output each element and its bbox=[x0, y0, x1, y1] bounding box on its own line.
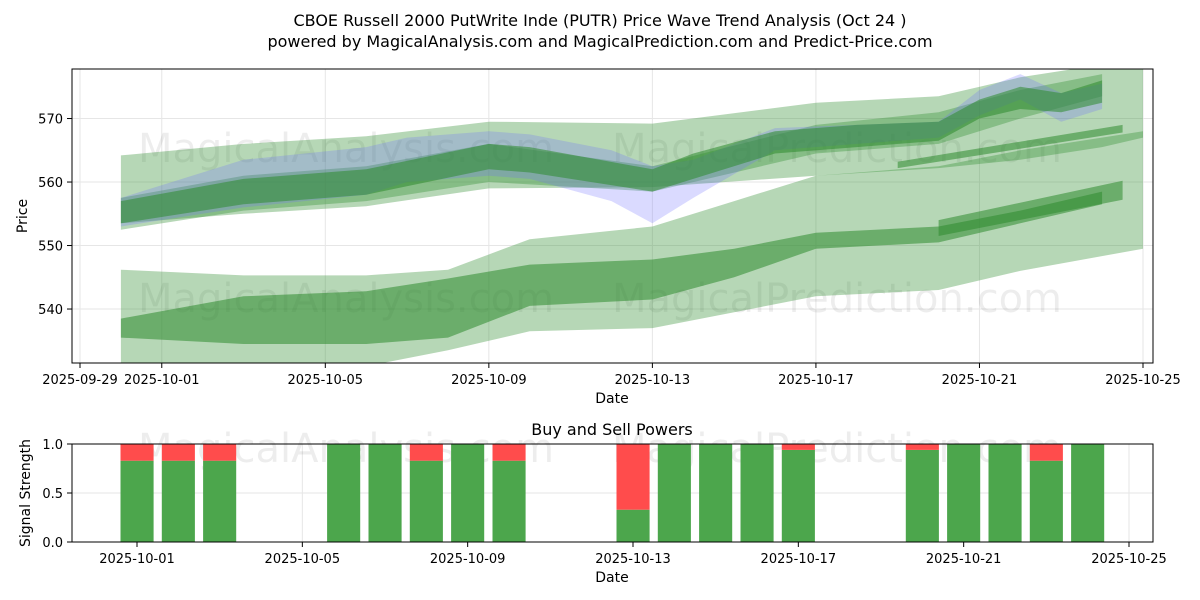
buy-bar bbox=[368, 444, 402, 542]
power-y-tick-label: 1.0 bbox=[42, 438, 63, 453]
power-x-tick-label: 2025-10-25 bbox=[1091, 552, 1167, 567]
price-x-tick-label: 2025-09-29 bbox=[42, 373, 118, 388]
power-x-tick-label: 2025-10-05 bbox=[265, 552, 341, 567]
sell-bar bbox=[781, 444, 815, 450]
power-y-tick-label: 0.0 bbox=[42, 536, 63, 551]
sell-bar bbox=[203, 444, 237, 461]
power-x-label: Date bbox=[595, 570, 628, 586]
price-y-label: Price bbox=[15, 199, 31, 233]
price-x-tick-label: 2025-10-21 bbox=[942, 373, 1018, 388]
sell-bar bbox=[120, 444, 154, 461]
price-x-label: Date bbox=[595, 391, 628, 407]
price-x-tick-label: 2025-10-01 bbox=[124, 373, 200, 388]
buy-bar bbox=[781, 449, 815, 542]
buy-bar bbox=[203, 460, 237, 542]
price-bands bbox=[120, 69, 1143, 363]
sell-bar bbox=[1029, 444, 1063, 461]
price-y-tick-label: 570 bbox=[38, 113, 63, 128]
power-chart-title: Buy and Sell Powers bbox=[531, 420, 693, 439]
buy-bar bbox=[905, 449, 939, 542]
buy-bar bbox=[120, 460, 154, 542]
figure-title-line1: CBOE Russell 2000 PutWrite Inde (PUTR) P… bbox=[293, 11, 906, 30]
price-x-tick-label: 2025-10-17 bbox=[778, 373, 854, 388]
buy-bar bbox=[988, 444, 1022, 542]
price-y-tick-label: 540 bbox=[38, 303, 63, 318]
buy-bar bbox=[492, 460, 526, 542]
price-plot-frame bbox=[71, 68, 1154, 364]
buy-bar bbox=[699, 444, 733, 542]
price-wave-chart: MagicalAnalysis.com MagicalPrediction.com… bbox=[15, 68, 1181, 407]
buy-bar bbox=[616, 509, 650, 542]
band-upper-trend-line bbox=[897, 124, 1123, 169]
sell-bar bbox=[905, 444, 939, 450]
price-x-tick-label: 2025-10-05 bbox=[288, 373, 364, 388]
buy-bar bbox=[409, 460, 443, 542]
price-x-tick-label: 2025-10-13 bbox=[615, 373, 691, 388]
power-x-tick-label: 2025-10-21 bbox=[926, 552, 1002, 567]
buy-bar bbox=[451, 444, 485, 542]
buy-bar bbox=[161, 460, 195, 542]
price-x-tick-label: 2025-10-09 bbox=[451, 373, 527, 388]
buy-bar bbox=[657, 444, 691, 542]
power-y-label: Signal Strength bbox=[18, 439, 34, 547]
buy-bar bbox=[1029, 460, 1063, 542]
figure-title-line2: powered by MagicalAnalysis.com and Magic… bbox=[267, 32, 932, 51]
buy-bar bbox=[1071, 444, 1105, 542]
band-upper-wave-core bbox=[120, 80, 1103, 224]
sell-bar bbox=[409, 444, 443, 461]
sell-bar bbox=[616, 444, 650, 510]
sell-bar bbox=[161, 444, 195, 461]
sell-bar bbox=[492, 444, 526, 461]
power-y-tick-label: 0.5 bbox=[42, 487, 63, 502]
band-lower-trend-line bbox=[938, 180, 1123, 236]
buy-bar bbox=[740, 444, 774, 542]
price-x-tick-label: 2025-10-25 bbox=[1105, 373, 1181, 388]
buy-bar bbox=[947, 444, 981, 542]
price-y-tick-label: 560 bbox=[38, 176, 63, 191]
power-x-tick-label: 2025-10-13 bbox=[595, 552, 671, 567]
power-x-tick-label: 2025-10-17 bbox=[761, 552, 837, 567]
power-bars bbox=[120, 444, 1105, 542]
buy-sell-power-chart: Buy and Sell Powers MagicalAnalysis.comM… bbox=[18, 420, 1167, 586]
power-axes: 2025-10-01 2025-10-05 2025-10-09 2025-10-13… bbox=[42, 438, 1166, 567]
price-axes: 2025-09-29 2025-10-01 2025-10-05 2025-10-09… bbox=[38, 113, 1181, 388]
band-lower-wave-core bbox=[120, 191, 1103, 344]
power-x-tick-label: 2025-10-01 bbox=[99, 552, 175, 567]
power-x-tick-label: 2025-10-09 bbox=[430, 552, 506, 567]
price-y-tick-label: 550 bbox=[38, 240, 63, 255]
buy-bar bbox=[327, 444, 361, 542]
